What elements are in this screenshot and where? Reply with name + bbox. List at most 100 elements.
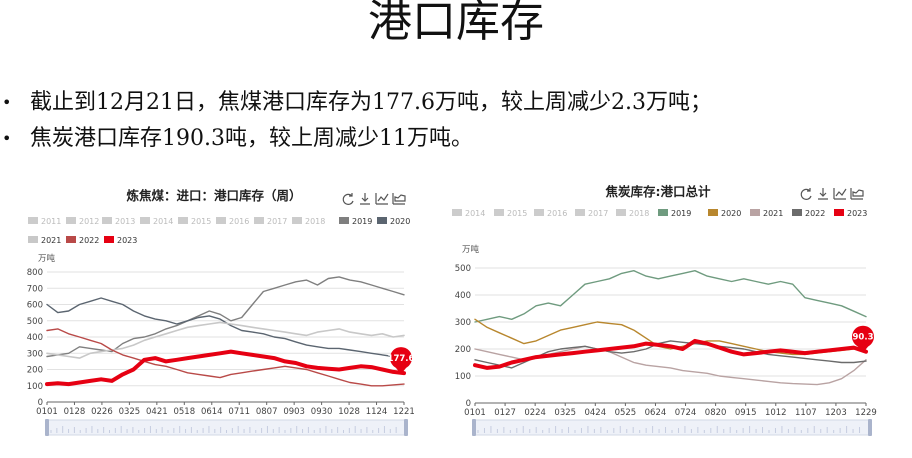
legend-swatch[interactable] — [28, 236, 38, 243]
legend-label: 2011 — [41, 217, 61, 226]
x-tick-label: 1221 — [393, 407, 415, 417]
x-tick-label: 0424 — [584, 408, 606, 418]
legend-item-2019[interactable]: 2019 — [339, 217, 372, 226]
legend-item-2019[interactable]: 2019 — [658, 209, 691, 218]
legend-swatch[interactable] — [254, 217, 264, 224]
area-chart-glyph — [392, 193, 406, 205]
legend-label: 2016 — [547, 209, 567, 218]
refresh-arc — [342, 193, 354, 205]
legend-item-2020[interactable]: 2020 — [708, 209, 741, 218]
legend-swatch[interactable] — [140, 217, 150, 224]
x-tick-label: 0101 — [36, 407, 58, 417]
x-tick-label: 0724 — [675, 408, 697, 418]
legend-swatch[interactable] — [708, 209, 718, 216]
legend-label: 2022 — [79, 236, 99, 245]
x-tick-label: 0325 — [554, 408, 576, 418]
legend-item-2021[interactable]: 2021 — [750, 209, 783, 218]
area-chart-glyph — [850, 188, 864, 200]
end-value-marker: 190.30 — [847, 325, 880, 353]
x-tick-label: 0711 — [228, 407, 250, 417]
series-line-2022 — [46, 328, 405, 387]
legend-item-2022[interactable]: 2022 — [66, 236, 99, 245]
legend-swatch[interactable] — [616, 209, 626, 216]
legend-swatch[interactable] — [834, 209, 844, 216]
y-tick-label: 0 — [466, 399, 471, 409]
legend-item-2018[interactable]: 2018 — [292, 217, 325, 226]
x-tick-label: 0127 — [494, 408, 516, 418]
line-chart-icon[interactable] — [375, 193, 389, 205]
slider-handle[interactable] — [472, 419, 476, 436]
legend-swatch[interactable] — [66, 217, 76, 224]
x-tick-label: 1229 — [855, 408, 877, 418]
legend-swatch[interactable] — [792, 209, 802, 216]
legend-item-2016[interactable]: 2016 — [534, 209, 567, 218]
x-tick-label: 0101 — [464, 408, 486, 418]
download-icon[interactable] — [360, 193, 370, 205]
legend-swatch[interactable] — [575, 209, 585, 216]
x-tick-label: 0930 — [311, 407, 333, 417]
series-line-2021 — [46, 321, 405, 359]
legend-item-2015[interactable]: 2015 — [494, 209, 527, 218]
x-tick-label: 0915 — [735, 408, 757, 418]
legend-item-2013[interactable]: 2013 — [102, 217, 135, 226]
slider-handle[interactable] — [45, 419, 49, 436]
legend-swatch[interactable] — [28, 217, 38, 224]
series-line-2023 — [473, 338, 868, 370]
legend-item-2020[interactable]: 2020 — [377, 217, 410, 226]
download-icon[interactable] — [818, 188, 828, 200]
legend-swatch[interactable] — [339, 217, 349, 224]
legend-label: 2019 — [352, 217, 372, 226]
legend-item-2022[interactable]: 2022 — [792, 209, 825, 218]
download-arrow — [360, 193, 370, 205]
legend-swatch[interactable] — [750, 209, 760, 216]
slider-handle[interactable] — [404, 419, 408, 436]
end-value-label: 190.30 — [847, 333, 880, 343]
legend-item-2014[interactable]: 2014 — [452, 209, 485, 218]
area-chart-icon[interactable] — [850, 188, 864, 200]
legend-item-2012[interactable]: 2012 — [66, 217, 99, 226]
legend-label: 2018 — [629, 209, 649, 218]
legend-swatch[interactable] — [216, 217, 226, 224]
legend-item-2018[interactable]: 2018 — [616, 209, 649, 218]
refresh-arrow — [807, 188, 811, 192]
x-tick-label: 1012 — [765, 408, 787, 418]
marker-pin-head — [852, 325, 874, 348]
end-value-marker: 177.6 — [388, 347, 415, 375]
legend-item-2017[interactable]: 2017 — [254, 217, 287, 226]
legend-item-2015[interactable]: 2015 — [178, 217, 211, 226]
legend-swatch[interactable] — [104, 236, 114, 243]
legend-swatch[interactable] — [452, 209, 462, 216]
legend-item-2023[interactable]: 2023 — [834, 209, 867, 218]
legend-swatch[interactable] — [292, 217, 302, 224]
legend-swatch[interactable] — [178, 217, 188, 224]
zoom-slider[interactable] — [45, 419, 408, 436]
legend-item-2021[interactable]: 2021 — [28, 236, 61, 245]
legend-item-2014[interactable]: 2014 — [140, 217, 173, 226]
y-tick-label: 700 — [27, 284, 43, 294]
y-tick-label: 600 — [27, 301, 43, 311]
legend-swatch[interactable] — [66, 236, 76, 243]
x-tick-label: 0518 — [173, 407, 195, 417]
y-tick-label: 500 — [27, 317, 43, 327]
legend-swatch[interactable] — [377, 217, 387, 224]
refresh-icon[interactable] — [800, 188, 812, 200]
line-chart-icon[interactable] — [833, 188, 847, 200]
legend-swatch[interactable] — [102, 217, 112, 224]
legend-label: 2019 — [671, 209, 691, 218]
series-line-2020 — [46, 297, 405, 359]
legend-swatch[interactable] — [494, 209, 504, 216]
zoom-slider[interactable] — [472, 419, 872, 436]
legend-item-2016[interactable]: 2016 — [216, 217, 249, 226]
legend-label: 2022 — [805, 209, 825, 218]
legend-swatch[interactable] — [534, 209, 544, 216]
legend-swatch[interactable] — [658, 209, 668, 216]
legend-label: 2016 — [229, 217, 249, 226]
legend-item-2017[interactable]: 2017 — [575, 209, 608, 218]
legend-item-2011[interactable]: 2011 — [28, 217, 61, 226]
x-tick-label: 0624 — [645, 408, 667, 418]
area-chart-icon[interactable] — [392, 193, 406, 205]
legend-item-2023[interactable]: 2023 — [104, 236, 137, 245]
refresh-icon[interactable] — [342, 193, 354, 205]
slider-handle[interactable] — [868, 419, 872, 436]
